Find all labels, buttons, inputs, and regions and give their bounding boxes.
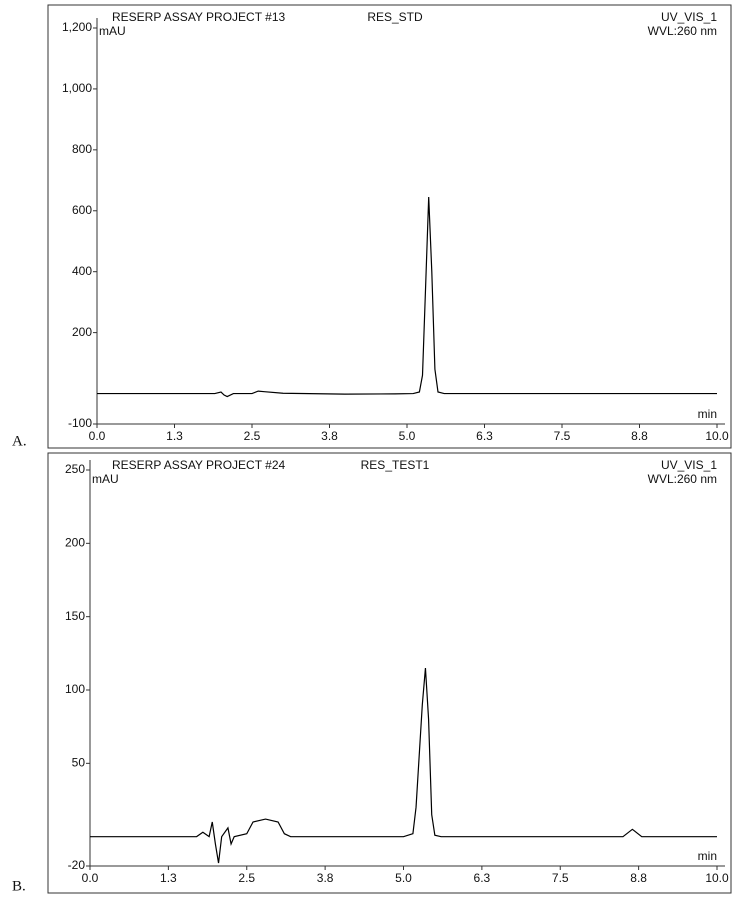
wavelength: WVL:260 nm [648, 472, 717, 486]
sample-name: RES_STD [367, 10, 423, 24]
x-tick-label: 1.3 [166, 429, 183, 443]
y-tick-label: -100 [68, 416, 92, 430]
x-tick-label: 8.8 [631, 429, 648, 443]
x-tick-label: 6.3 [474, 871, 491, 885]
panel-label: B. [12, 878, 26, 894]
x-tick-label: 10.0 [705, 429, 729, 443]
frame [47, 4, 732, 449]
chart-title: RESERP ASSAY PROJECT #24 [112, 458, 286, 472]
y-axis-label: mAU [99, 24, 126, 38]
y-tick-label: 250 [65, 462, 85, 476]
y-tick-label: 400 [72, 264, 92, 278]
y-tick-label: 800 [72, 142, 92, 156]
channel: UV_VIS_1 [661, 458, 717, 472]
x-tick-label: 0.0 [82, 871, 99, 885]
y-tick-label: -20 [68, 858, 86, 872]
x-tick-label: 8.8 [630, 871, 647, 885]
channel: UV_VIS_1 [661, 10, 717, 24]
y-tick-label: 100 [65, 682, 85, 696]
trace [97, 197, 717, 398]
x-tick-label: 2.5 [238, 871, 255, 885]
x-tick-label: 7.5 [554, 429, 571, 443]
x-tick-label: 0.0 [89, 429, 106, 443]
x-tick-label: 10.0 [705, 871, 729, 885]
x-tick-label: 1.3 [160, 871, 177, 885]
x-tick-label: 3.8 [317, 871, 334, 885]
panel-label: A. [12, 433, 27, 449]
chart-title: RESERP ASSAY PROJECT #13 [112, 10, 286, 24]
x-tick-label: 3.8 [321, 429, 338, 443]
y-tick-label: 1,000 [62, 81, 92, 95]
x-tick-label: 5.0 [395, 871, 412, 885]
x-tick-label: 6.3 [476, 429, 493, 443]
y-tick-label: 150 [65, 609, 85, 623]
y-tick-label: 50 [72, 756, 86, 770]
sample-name: RES_TEST1 [361, 458, 430, 472]
x-tick-label: 2.5 [244, 429, 261, 443]
x-tick-label: 7.5 [552, 871, 569, 885]
y-tick-label: 600 [72, 203, 92, 217]
y-tick-label: 1,200 [62, 20, 92, 34]
x-tick-label: 5.0 [399, 429, 416, 443]
y-axis-label: mAU [92, 472, 119, 486]
trace [90, 667, 717, 864]
x-axis-label: min [698, 407, 717, 421]
x-axis-label: min [698, 849, 717, 863]
y-tick-label: 200 [65, 536, 85, 550]
wavelength: WVL:260 nm [648, 24, 717, 38]
y-tick-label: 200 [72, 325, 92, 339]
frame [47, 452, 732, 894]
